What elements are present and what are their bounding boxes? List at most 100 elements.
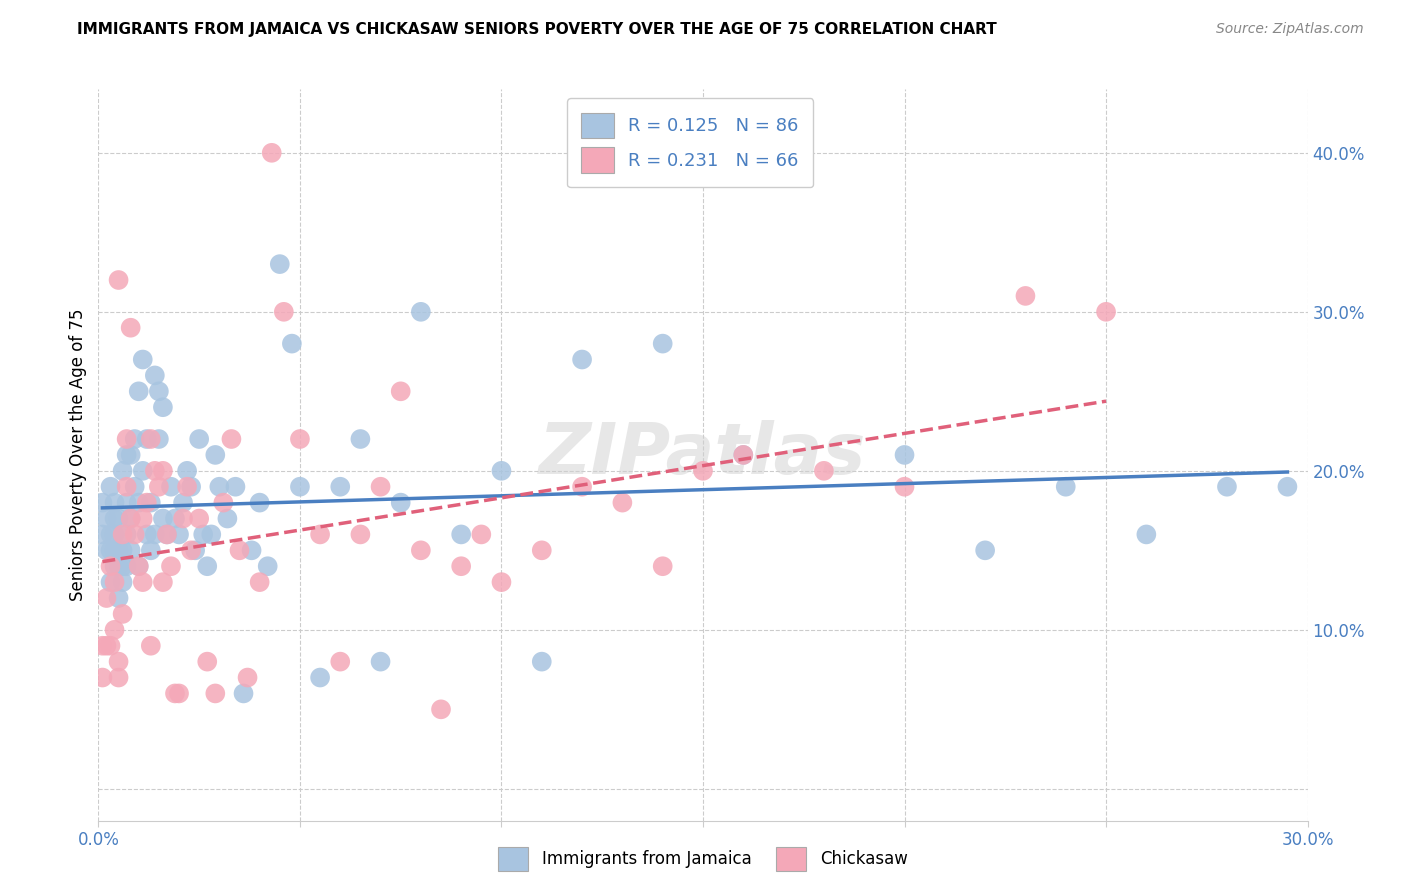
Point — [152, 464, 174, 478]
Point — [132, 575, 155, 590]
Point — [195, 655, 218, 669]
Point — [96, 639, 118, 653]
Point — [1095, 305, 1118, 319]
Point — [974, 543, 997, 558]
Point — [107, 543, 129, 558]
Point — [180, 480, 202, 494]
Point — [120, 320, 142, 334]
Point — [135, 495, 157, 509]
Point — [128, 559, 150, 574]
Point — [188, 511, 211, 525]
Point — [180, 543, 202, 558]
Point — [733, 448, 755, 462]
Point — [733, 448, 755, 462]
Point — [135, 527, 157, 541]
Point — [143, 527, 166, 541]
Point — [100, 527, 122, 541]
Text: ZIPatlas: ZIPatlas — [540, 420, 866, 490]
Point — [132, 464, 155, 478]
Point — [96, 543, 118, 558]
Point — [135, 432, 157, 446]
Point — [309, 527, 332, 541]
Point — [100, 639, 122, 653]
Point — [111, 527, 134, 541]
Point — [152, 401, 174, 415]
Point — [115, 527, 138, 541]
Point — [115, 448, 138, 462]
Point — [288, 480, 311, 494]
Point — [176, 480, 198, 494]
Point — [167, 527, 190, 541]
Point — [370, 655, 392, 669]
Point — [217, 511, 239, 525]
Point — [651, 559, 673, 574]
Point — [228, 543, 250, 558]
Point — [269, 257, 291, 271]
Point — [120, 448, 142, 462]
Point — [91, 527, 114, 541]
Point — [160, 559, 183, 574]
Point — [450, 559, 472, 574]
Point — [893, 448, 915, 462]
Point — [273, 305, 295, 319]
Point — [1277, 480, 1299, 494]
Point — [91, 639, 114, 653]
Point — [530, 655, 553, 669]
Point — [128, 495, 150, 509]
Point — [139, 495, 162, 509]
Point — [111, 543, 134, 558]
Point — [128, 384, 150, 399]
Point — [163, 686, 186, 700]
Point — [204, 448, 226, 462]
Y-axis label: Seniors Poverty Over the Age of 75: Seniors Poverty Over the Age of 75 — [69, 309, 87, 601]
Point — [224, 480, 246, 494]
Point — [139, 543, 162, 558]
Point — [107, 559, 129, 574]
Point — [193, 527, 215, 541]
Point — [651, 336, 673, 351]
Point — [530, 543, 553, 558]
Point — [139, 432, 162, 446]
Point — [103, 511, 125, 525]
Point — [281, 336, 304, 351]
Point — [96, 591, 118, 605]
Point — [260, 145, 283, 160]
Point — [152, 511, 174, 525]
Point — [100, 480, 122, 494]
Point — [240, 543, 263, 558]
Point — [184, 543, 207, 558]
Point — [107, 511, 129, 525]
Point — [103, 575, 125, 590]
Point — [103, 543, 125, 558]
Point — [491, 464, 513, 478]
Legend: Immigrants from Jamaica, Chickasaw: Immigrants from Jamaica, Chickasaw — [491, 839, 915, 880]
Point — [221, 432, 243, 446]
Point — [96, 511, 118, 525]
Point — [115, 432, 138, 446]
Point — [813, 464, 835, 478]
Point — [103, 623, 125, 637]
Point — [148, 384, 170, 399]
Point — [124, 527, 146, 541]
Point — [100, 575, 122, 590]
Point — [163, 511, 186, 525]
Point — [249, 575, 271, 590]
Point — [100, 543, 122, 558]
Point — [156, 527, 179, 541]
Point — [107, 273, 129, 287]
Point — [329, 480, 352, 494]
Point — [491, 575, 513, 590]
Point — [115, 480, 138, 494]
Point — [156, 527, 179, 541]
Point — [176, 464, 198, 478]
Point — [128, 559, 150, 574]
Point — [195, 559, 218, 574]
Point — [103, 495, 125, 509]
Point — [204, 686, 226, 700]
Point — [124, 432, 146, 446]
Point — [120, 543, 142, 558]
Point — [139, 639, 162, 653]
Point — [236, 671, 259, 685]
Point — [200, 527, 222, 541]
Point — [152, 575, 174, 590]
